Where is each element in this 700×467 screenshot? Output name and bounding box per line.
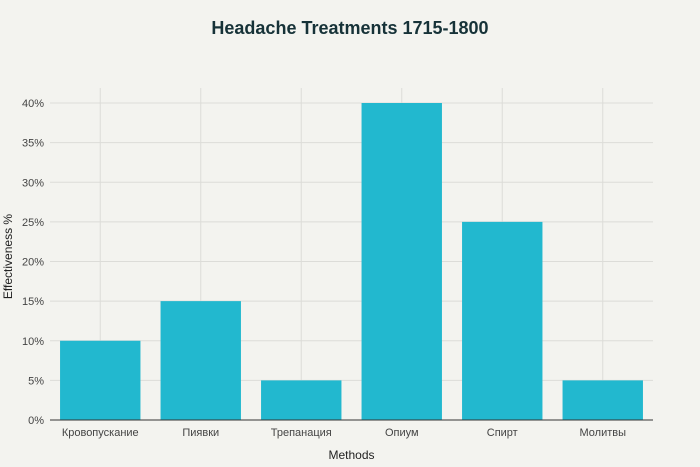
y-tick-label: 0% xyxy=(28,415,44,427)
x-tick-label: Пиявки xyxy=(182,427,219,439)
y-tick-label: 10% xyxy=(22,336,44,348)
y-tick-label: 25% xyxy=(22,217,44,229)
bar xyxy=(160,301,241,420)
x-tick-label: Опиум xyxy=(385,427,419,439)
y-tick-label: 35% xyxy=(22,138,44,150)
x-axis-label: Methods xyxy=(328,448,374,462)
x-tick-label: Молитвы xyxy=(579,427,626,439)
y-tick-label: 30% xyxy=(22,177,44,189)
x-tick-labels: Кровопускание Пиявки Трепанация Опиум Спирт М… xyxy=(62,427,626,439)
bar xyxy=(261,380,342,420)
x-tick-label: Кровопускание xyxy=(62,427,139,439)
bar xyxy=(60,340,141,420)
y-tick-labels: 0% 5% 10% 15% 20% 25% 30% 35% 40% xyxy=(22,98,44,427)
x-tick-label: Спирт xyxy=(487,427,518,439)
y-tick-label: 5% xyxy=(28,375,44,387)
chart-title: Headache Treatments 1715-1800 xyxy=(211,18,489,38)
bars-group xyxy=(60,103,643,420)
bar xyxy=(462,221,543,420)
bar xyxy=(361,103,442,420)
x-tick-label: Трепанация xyxy=(271,427,332,439)
bar xyxy=(562,380,643,420)
y-axis-label: Effectiveness % xyxy=(1,214,15,299)
y-tick-label: 15% xyxy=(22,296,44,308)
y-tick-label: 20% xyxy=(22,257,44,269)
y-tick-label: 40% xyxy=(22,98,44,110)
